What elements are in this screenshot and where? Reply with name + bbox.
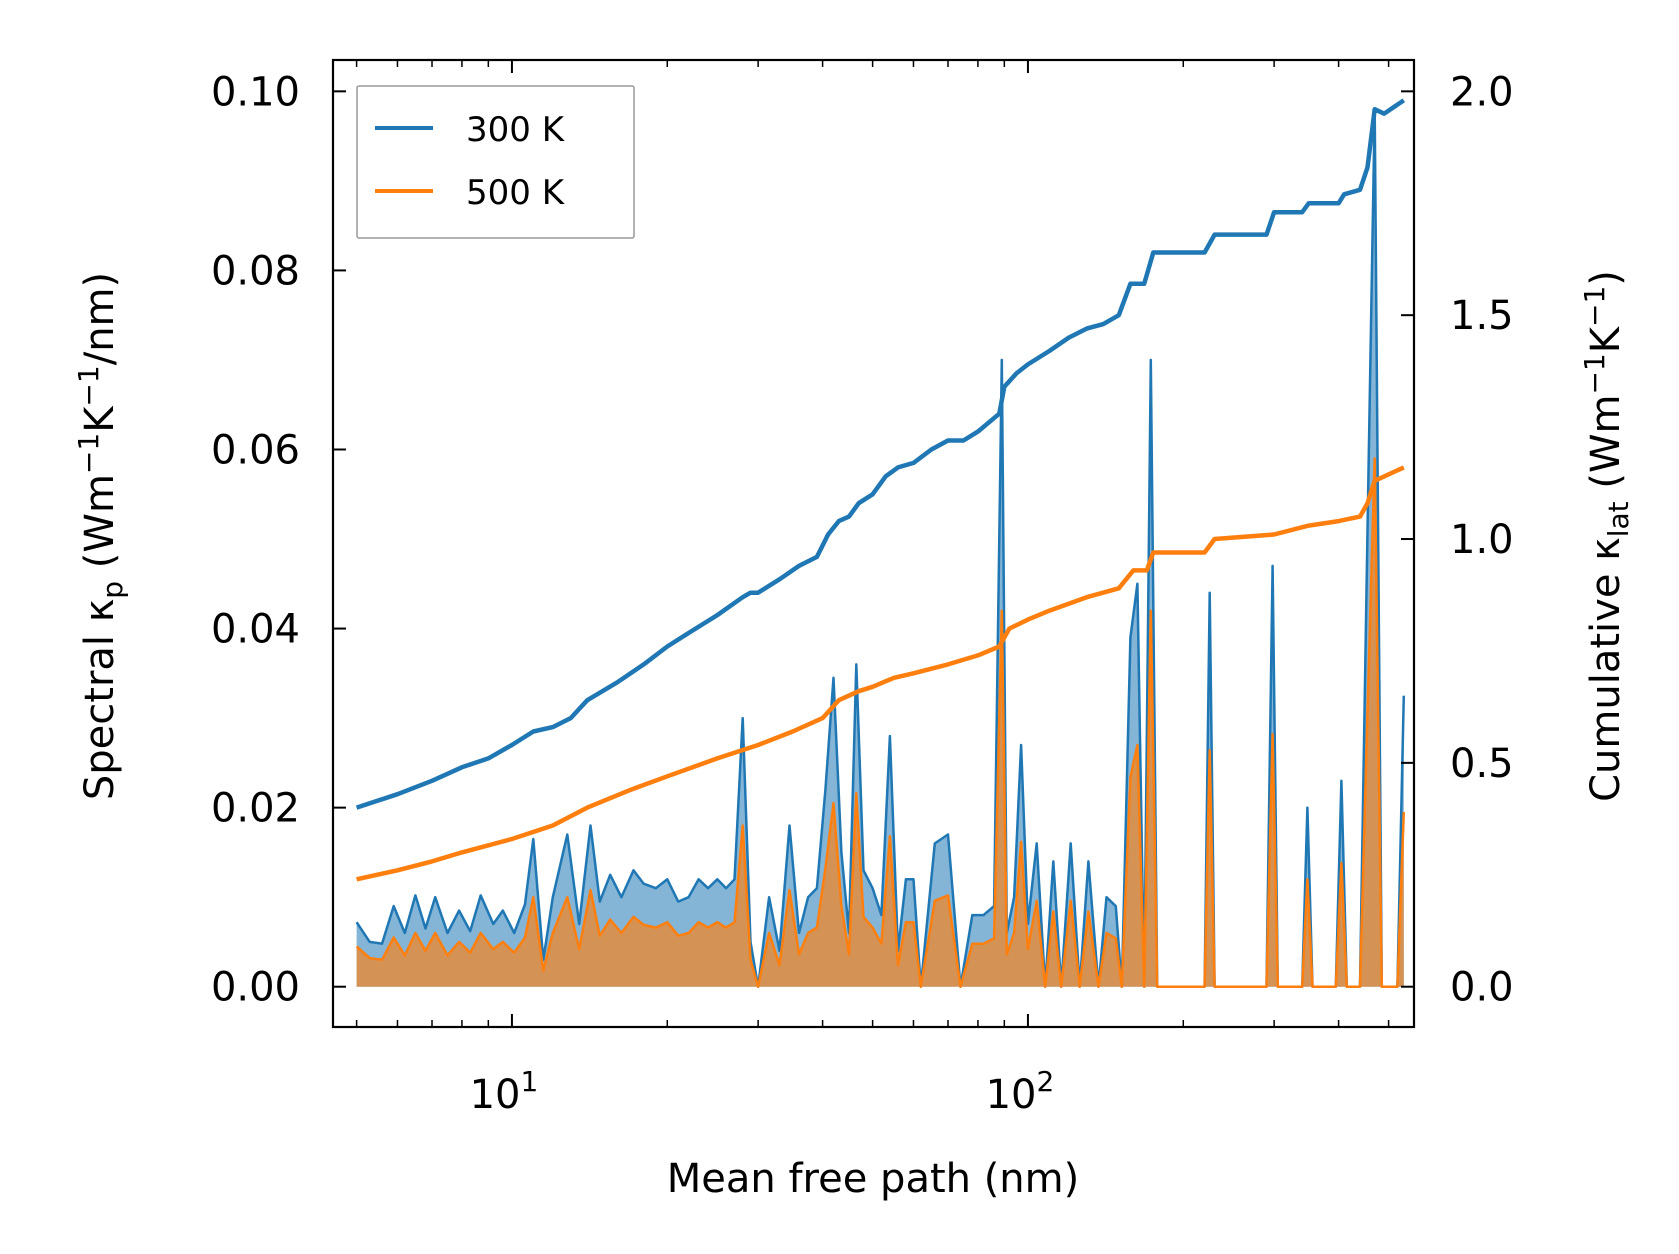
y-left-tick-label: 0.02 [211,786,300,832]
y-left-tick-label: 0.00 [211,965,300,1011]
spectral-layer [355,107,1406,988]
svg-text:Cumulative κlat (Wm−1K−1): Cumulative κlat (Wm−1K−1) [1578,270,1635,802]
spectral-line-500k [355,457,1406,988]
legend-label-300k: 300 K [466,110,566,150]
y-right-tick-label: 1.0 [1450,517,1514,563]
y-right-tick-label: 1.5 [1450,293,1514,339]
cumulative-line-300k [355,98,1406,810]
y-left-tick-label: 0.06 [211,427,300,473]
svg-text:Spectral κp (Wm−1K−1/nm): Spectral κp (Wm−1K−1/nm) [72,272,129,800]
x-tick-label: 102 [986,1065,1055,1118]
y-right-tick-label: 2.0 [1450,69,1514,115]
y-right-tick-label: 0.0 [1450,965,1514,1011]
ticks-layer: 101 102 0.00 0.02 0.04 0.06 0.08 0.10 0.0 0.5 1.0 1… [211,60,1514,1118]
plot-area [355,98,1406,988]
legend-frame [356,85,635,239]
cumulative-line-500k [356,465,1405,882]
y-left-tick-label: 0.04 [211,607,300,653]
plot-frame [331,58,1416,1029]
legend: 300 K 500 K [356,85,635,239]
x-tick-label: 101 [470,1065,539,1118]
cumulative-layer [355,98,1406,882]
y-left-tick-label: 0.10 [211,69,300,115]
y-axis-left-label: Spectral κp (Wm−1K−1/nm) [72,272,129,800]
y-left-tick-label: 0.08 [211,248,300,294]
legend-label-500k: 500 K [466,173,566,213]
y-right-tick-label: 0.5 [1450,741,1514,787]
y-axis-right-label: Cumulative κlat (Wm−1K−1) [1578,270,1635,802]
x-axis-label: Mean free path (nm) [667,1156,1079,1202]
